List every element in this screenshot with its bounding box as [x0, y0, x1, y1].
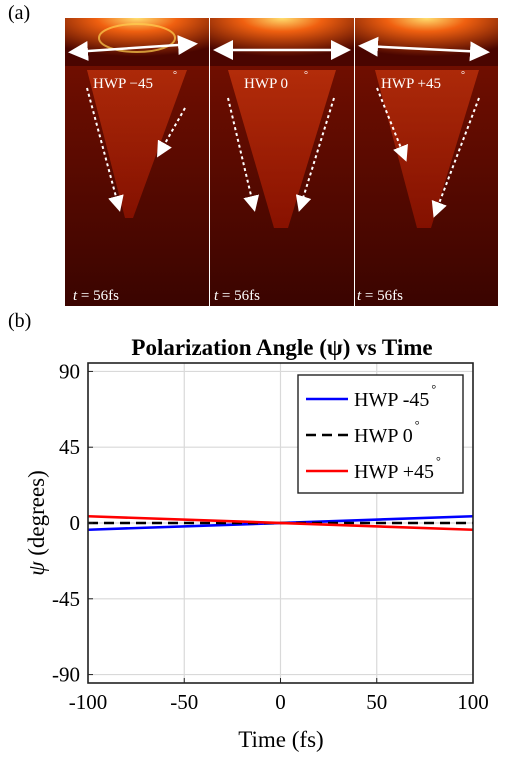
time-label: = 56fs	[81, 288, 119, 304]
time-label: = 56fs	[222, 288, 260, 304]
x-axis-label: Time (fs)	[238, 727, 323, 752]
svg-text:°: °	[173, 70, 177, 81]
x-tick-label: -100	[69, 690, 108, 714]
panel-a-label: (a)	[8, 2, 31, 24]
legend-degree: °	[431, 382, 436, 396]
series-line	[87, 514, 474, 532]
flow-arrow-left	[376, 87, 408, 162]
tick-labels: -100 -50 0 50 100 90 45 0 -45 -90	[52, 359, 489, 714]
legend-degree: °	[436, 454, 441, 468]
time-label: = 56fs	[365, 288, 403, 304]
svg-text:°: °	[304, 70, 308, 81]
flow-arrow-right	[157, 107, 186, 158]
svg-text:t = 56fs: t = 56fs	[214, 288, 260, 304]
image-label: HWP +45	[381, 76, 441, 92]
image-subpanel-hwp-plus45: HWP +45 ° t = 56fs	[355, 18, 498, 306]
polarization-arrow	[68, 35, 198, 61]
legend: HWP -45 °HWP 0 °HWP +45 °	[297, 374, 464, 494]
flow-arrow-left	[86, 87, 124, 212]
legend-label: HWP +45	[354, 461, 434, 483]
polarization-arrow	[358, 36, 490, 62]
x-tick-label: 50	[366, 690, 387, 714]
image-subpanel-hwp-0: HWP 0 ° t = 56fs	[210, 18, 354, 306]
legend-label: HWP 0	[354, 425, 413, 447]
y-tick-label: 45	[59, 435, 80, 459]
x-tick-label: 0	[275, 690, 286, 714]
flow-arrow-right	[431, 97, 480, 218]
x-tick-label: -50	[170, 690, 198, 714]
svg-text:t = 56fs: t = 56fs	[73, 288, 119, 304]
series-layer	[87, 514, 474, 532]
legend-degree: °	[415, 418, 420, 432]
polarization-chart: Polarization Angle (ψ) vs Time -100 -50 0 5…	[24, 335, 489, 752]
y-axis-label: ψ (degrees)	[24, 470, 49, 576]
intensity-image-panel: HWP −45 ° t = 56fs HWP 0 ° t = 56fs HWP …	[65, 18, 498, 306]
y-tick-label: 90	[59, 359, 80, 383]
legend-label: HWP -45	[354, 389, 429, 411]
image-subpanel-hwp-minus45: HWP −45 ° t = 56fs	[65, 18, 209, 306]
y-tick-label: -45	[52, 587, 80, 611]
flow-arrow-right	[295, 97, 335, 212]
image-label: HWP 0	[244, 76, 288, 92]
svg-text:°: °	[461, 70, 465, 81]
chart-title: Polarization Angle (ψ) vs Time	[131, 335, 432, 360]
y-tick-label: 0	[70, 511, 81, 535]
x-tick-label: 100	[457, 690, 489, 714]
flow-arrow-left	[227, 97, 260, 212]
panel-b-label: (b)	[8, 310, 32, 332]
svg-text:t = 56fs: t = 56fs	[357, 288, 403, 304]
image-label: HWP −45	[93, 76, 153, 92]
y-tick-label: -90	[52, 663, 80, 687]
